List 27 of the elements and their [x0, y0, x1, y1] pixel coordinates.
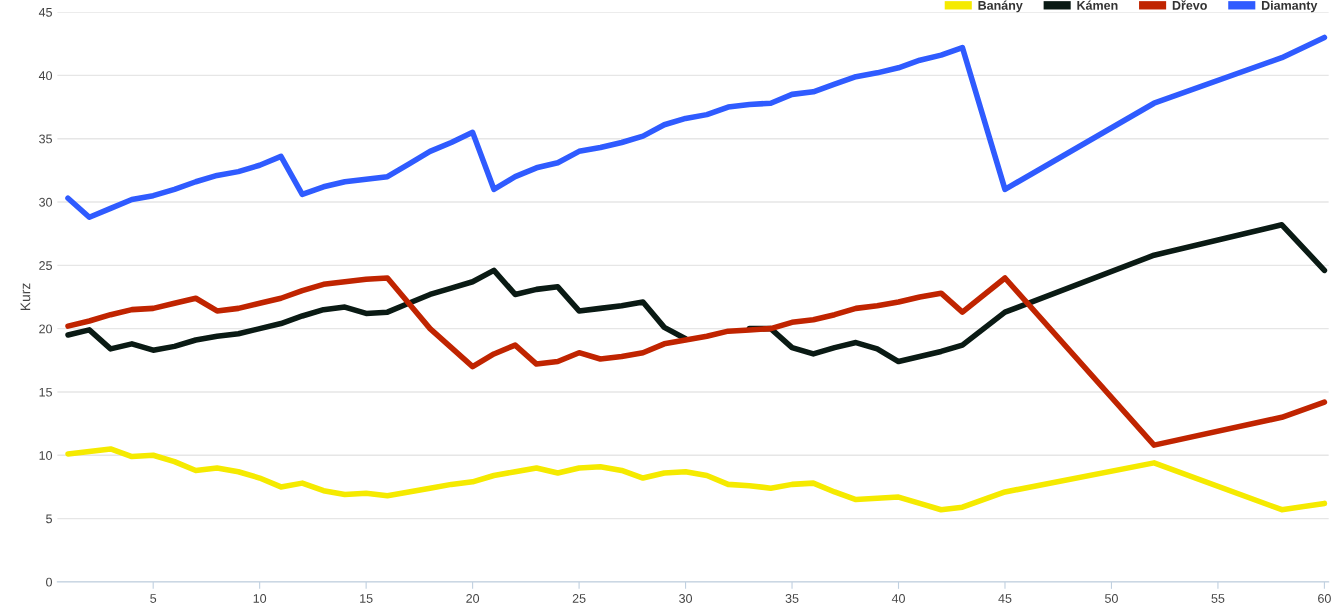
x-tick-label: 15 [360, 594, 373, 603]
x-tick-label: 55 [1211, 594, 1225, 603]
x-tick-label: 5 [150, 594, 157, 603]
x-tick-label: 10 [253, 594, 267, 603]
y-tick-label: 15 [39, 387, 52, 397]
y-tick-label: 30 [39, 197, 53, 207]
y-tick-label: 45 [38, 7, 52, 17]
y-tick-label: 40 [38, 71, 53, 81]
y-tick-label: 25 [39, 261, 52, 270]
legend-label: Banány [978, 0, 1023, 13]
x-tick-label: 20 [466, 594, 480, 603]
x-tick-label: 45 [998, 594, 1012, 603]
x-tick-label: 25 [572, 594, 586, 603]
legend-label: Kámen [1077, 0, 1118, 10]
x-tick-label: 30 [679, 594, 693, 603]
y-tick-label: 20 [39, 324, 53, 334]
legend-label: Dřevo [1172, 0, 1207, 10]
x-tick-label: 60 [1318, 594, 1331, 603]
x-tick-label: 40 [891, 594, 905, 603]
x-tick-label: 35 [785, 594, 799, 603]
legend-label: Diamanty [1261, 0, 1318, 13]
y-tick-label: 10 [39, 451, 53, 460]
y-axis-title: Kurz [20, 283, 31, 311]
y-tick-label: 5 [46, 514, 52, 524]
x-tick-label: 50 [1105, 594, 1118, 603]
y-tick-label: 35 [39, 134, 52, 144]
y-tick-label: 0 [46, 577, 53, 587]
